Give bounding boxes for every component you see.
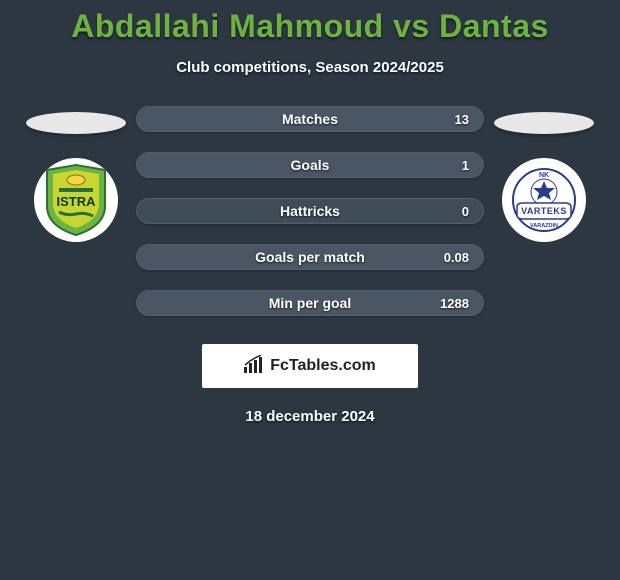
stat-label: Goals bbox=[291, 157, 330, 173]
player-silhouette-right bbox=[494, 112, 594, 134]
infographic-container: Abdallahi Mahmoud vs Dantas Club competi… bbox=[0, 0, 620, 425]
varteks-logo-icon: NK VARTEKS VARAZDIN bbox=[511, 167, 577, 233]
brand-text: FcTables.com bbox=[270, 357, 376, 375]
istra-shield-icon: ISTRA bbox=[45, 164, 107, 236]
stat-value-right: 1288 bbox=[440, 296, 469, 311]
right-logo-top-text: NK bbox=[539, 172, 549, 179]
right-side: NK VARTEKS VARAZDIN bbox=[484, 104, 604, 242]
right-logo-mid-text: VARTEKS bbox=[521, 206, 567, 216]
stat-value-right: 0.08 bbox=[444, 250, 469, 265]
main-row: ISTRA Matches 13 Goals 1 Hattricks 0 Goals per… bbox=[0, 104, 620, 316]
player-silhouette-left bbox=[26, 112, 126, 134]
page-title: Abdallahi Mahmoud vs Dantas bbox=[71, 8, 549, 45]
stat-label: Matches bbox=[282, 111, 338, 127]
subtitle: Club competitions, Season 2024/2025 bbox=[176, 59, 444, 76]
stat-value-right: 1 bbox=[462, 158, 469, 173]
chart-icon bbox=[244, 355, 264, 378]
stat-bar: Goals per match 0.08 bbox=[136, 244, 484, 270]
date-text: 18 december 2024 bbox=[245, 408, 374, 425]
stat-label: Min per goal bbox=[269, 295, 351, 311]
stat-value-right: 13 bbox=[455, 112, 469, 127]
left-club-logo: ISTRA bbox=[34, 158, 118, 242]
stats-column: Matches 13 Goals 1 Hattricks 0 Goals per match… bbox=[136, 104, 484, 316]
stat-label: Hattricks bbox=[280, 203, 340, 219]
stat-bar: Goals 1 bbox=[136, 152, 484, 178]
stat-label: Goals per match bbox=[255, 249, 365, 265]
stat-bar: Matches 13 bbox=[136, 106, 484, 132]
right-logo-bottom-text: VARAZDIN bbox=[530, 223, 558, 229]
left-side: ISTRA bbox=[16, 104, 136, 242]
stat-bar: Hattricks 0 bbox=[136, 198, 484, 224]
stat-value-right: 0 bbox=[462, 204, 469, 219]
brand-box: FcTables.com bbox=[202, 344, 418, 388]
right-club-logo: NK VARTEKS VARAZDIN bbox=[502, 158, 586, 242]
stat-bar: Min per goal 1288 bbox=[136, 290, 484, 316]
left-logo-text: ISTRA bbox=[57, 194, 97, 209]
